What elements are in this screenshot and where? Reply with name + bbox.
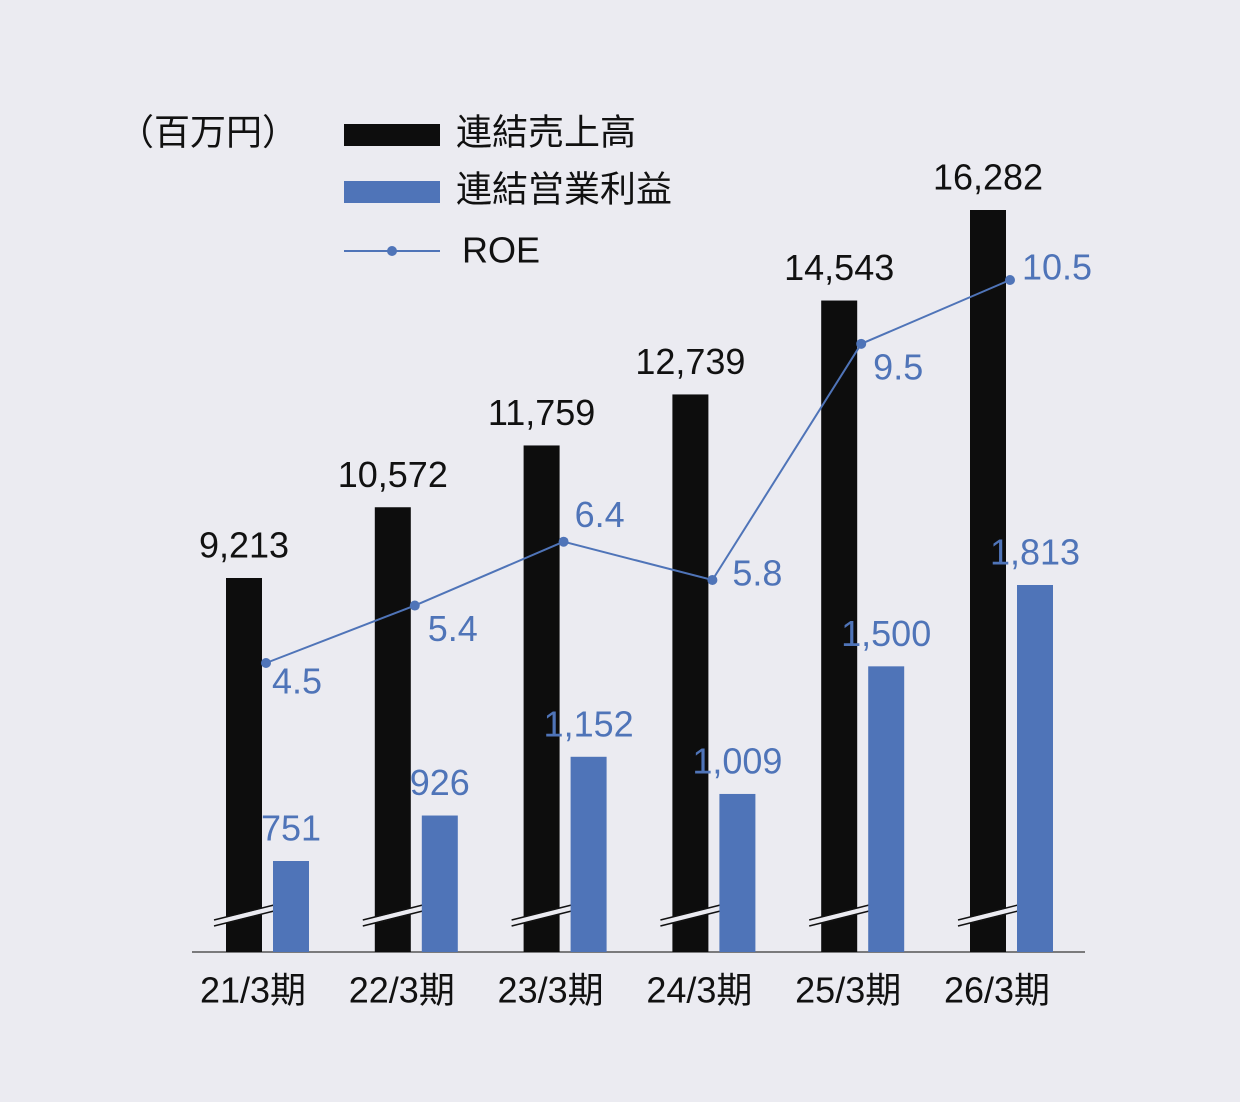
axis-break-line (213, 910, 275, 927)
axis-break-line (957, 910, 1019, 927)
data-label: 12,739 (635, 341, 745, 382)
axis-break (220, 907, 268, 925)
data-label: 10.5 (1022, 247, 1092, 288)
roe-marker (409, 600, 420, 611)
data-label: 751 (261, 808, 321, 849)
roe-line (265, 279, 1011, 664)
legend-swatch (344, 124, 440, 146)
legend-swatch (344, 181, 440, 203)
data-label: 1,500 (841, 613, 931, 654)
axis-break-line (511, 904, 572, 921)
axis-break (666, 907, 715, 925)
axis-break-line (362, 904, 423, 921)
roe-marker (1005, 275, 1015, 285)
x-tick-label: 22/3期 (349, 970, 455, 1011)
bar (821, 300, 858, 952)
bar (1017, 585, 1053, 952)
data-label: 9.5 (873, 346, 923, 387)
axis-break-line (362, 910, 423, 927)
data-label: 16,282 (933, 157, 1043, 198)
bar (719, 793, 756, 952)
axis-break-line (511, 910, 572, 927)
bar (273, 861, 309, 952)
data-label: 6.4 (575, 494, 625, 535)
data-label: 1,152 (544, 703, 634, 744)
data-label: 5.4 (428, 608, 478, 649)
legend-label: 連結売上高 (456, 112, 636, 153)
data-label: 10,572 (338, 454, 448, 495)
roe-marker (707, 575, 718, 586)
axis-break-line (660, 904, 721, 921)
data-label: 14,543 (784, 247, 894, 288)
data-label: 4.5 (272, 661, 322, 702)
axis-break-line (213, 904, 275, 921)
bar (421, 815, 458, 952)
x-tick-label: 25/3期 (795, 970, 901, 1011)
legend-label: 連結営業利益 (456, 169, 672, 210)
bar (226, 578, 262, 952)
roe-marker (558, 536, 569, 547)
axis-break-line (957, 904, 1019, 921)
data-label: 9,213 (199, 525, 289, 566)
x-tick-label: 23/3期 (498, 970, 604, 1011)
data-label: 926 (410, 762, 470, 803)
data-label: 11,759 (488, 392, 595, 433)
legend-marker (387, 246, 397, 256)
axis-break (964, 907, 1012, 925)
x-tick-label: 21/3期 (200, 970, 306, 1011)
unit-label: （百万円） (118, 112, 298, 153)
bar (523, 445, 560, 952)
axis-break (517, 907, 566, 925)
roe-marker (261, 658, 271, 668)
bar (672, 394, 709, 952)
x-tick-label: 26/3期 (944, 970, 1050, 1011)
axis-break-line (809, 910, 870, 927)
legend-label: ROE (462, 230, 540, 271)
bar (374, 507, 411, 952)
bar (868, 666, 905, 952)
axis-break (368, 907, 417, 925)
bar (570, 756, 607, 952)
x-tick-label: 24/3期 (646, 970, 752, 1011)
axis-break (815, 907, 864, 925)
data-label: 1,009 (692, 740, 782, 781)
data-label: 5.8 (732, 553, 782, 594)
axis-break-line (809, 904, 870, 921)
roe-marker (856, 338, 867, 349)
axis-break-line (660, 910, 721, 927)
data-label: 1,813 (990, 532, 1080, 573)
bar (970, 210, 1006, 952)
